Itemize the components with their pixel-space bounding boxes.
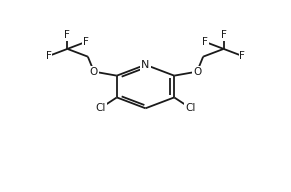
- Text: O: O: [193, 67, 201, 77]
- Text: F: F: [239, 51, 245, 61]
- Text: F: F: [221, 30, 227, 40]
- Text: N: N: [141, 60, 150, 70]
- Text: O: O: [90, 67, 98, 77]
- Text: Cl: Cl: [95, 103, 106, 113]
- Text: N: N: [141, 60, 150, 70]
- Text: F: F: [202, 37, 208, 47]
- Text: F: F: [46, 51, 52, 61]
- Text: F: F: [83, 37, 89, 47]
- Text: Cl: Cl: [185, 103, 196, 113]
- Text: F: F: [64, 30, 70, 40]
